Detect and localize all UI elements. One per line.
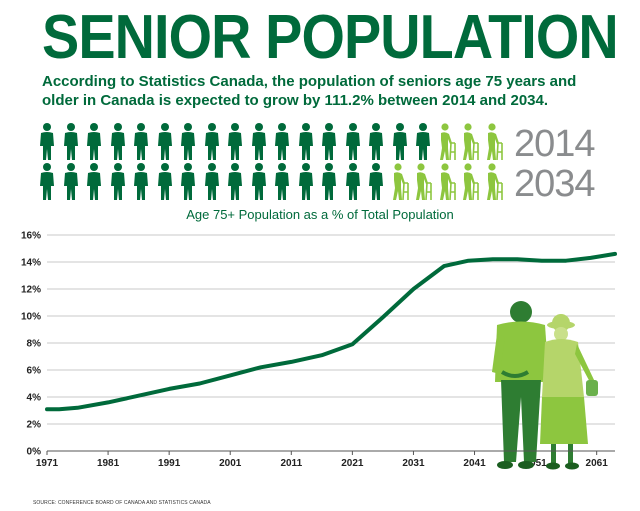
person-icon <box>181 163 195 200</box>
y-tick-label: 0% <box>27 447 42 458</box>
x-tick-label: 2041 <box>463 458 486 469</box>
person-icon <box>204 163 219 200</box>
y-tick-label: 12% <box>21 285 41 296</box>
person-icon <box>134 163 148 200</box>
senior-man-figure <box>492 301 549 469</box>
person-icon <box>345 163 360 200</box>
person-icon <box>275 123 289 160</box>
person-icon <box>369 163 383 200</box>
line-chart: 0% 2% 4% 6% 8% 10% 12% 14% 16% 1971 1981 1991 2001 2… <box>21 231 617 470</box>
page-subtitle: According to Statistics Canada, the popu… <box>42 73 577 109</box>
senior-person-icon <box>439 123 456 161</box>
senior-person-icon <box>439 163 456 201</box>
senior-woman-figure <box>540 314 598 470</box>
person-icon <box>134 123 148 160</box>
person-icon <box>40 163 54 200</box>
pictograph-row-2034 <box>38 162 518 206</box>
page-title: SENIOR POPULATION <box>42 3 619 72</box>
person-icon <box>40 123 54 160</box>
person-icon <box>345 123 360 160</box>
year-label-2014: 2014 <box>514 123 596 165</box>
y-axis-ticks: 0% 2% 4% 6% 8% 10% 12% 14% 16% <box>21 231 41 458</box>
senior-couple-illustration <box>492 301 598 470</box>
x-axis-ticks: 1971 1981 1991 2001 2011 2021 2031 2041 2051 2061 <box>36 451 608 469</box>
y-tick-label: 6% <box>27 366 42 377</box>
y-tick-label: 10% <box>21 312 41 323</box>
person-icon <box>298 123 313 160</box>
y-tick-label: 14% <box>21 258 41 269</box>
person-icon <box>110 163 125 200</box>
x-tick-label: 1991 <box>158 458 181 469</box>
x-tick-label: 2011 <box>280 458 302 469</box>
senior-person-icon <box>416 163 432 201</box>
source-note: SOURCE: CONFERENCE BOARD OF CANADA AND S… <box>33 500 211 506</box>
x-tick-label: 2001 <box>219 458 242 469</box>
y-tick-label: 8% <box>27 339 42 350</box>
y-tick-label: 16% <box>21 231 41 242</box>
person-icon <box>251 163 266 200</box>
senior-person-icon <box>463 163 479 201</box>
person-icon <box>181 123 195 160</box>
person-icon <box>392 123 407 160</box>
senior-person-icon <box>392 163 409 201</box>
person-icon <box>298 163 313 200</box>
person-icon <box>228 123 242 160</box>
x-tick-label: 1971 <box>36 458 59 469</box>
person-icon <box>157 123 172 160</box>
person-icon <box>416 123 430 160</box>
person-icon <box>228 163 242 200</box>
x-tick-label: 2031 <box>402 458 425 469</box>
person-icon <box>369 123 383 160</box>
senior-person-icon <box>486 123 503 161</box>
person-icon <box>322 163 336 200</box>
year-label-2034: 2034 <box>514 163 596 205</box>
x-tick-label: 2051 <box>524 458 547 469</box>
person-icon <box>87 163 101 200</box>
series-line <box>45 251 617 412</box>
x-tick-label: 2021 <box>341 458 364 469</box>
person-icon <box>110 123 125 160</box>
person-icon <box>157 163 172 200</box>
x-tick-label: 2061 <box>586 458 609 469</box>
senior-person-icon <box>463 123 479 161</box>
person-icon <box>63 163 78 200</box>
y-tick-label: 2% <box>27 420 42 431</box>
pictograph-row-2014 <box>38 122 518 166</box>
chart-title: Age 75+ Population as a % of Total Popul… <box>186 207 454 222</box>
person-icon <box>87 123 101 160</box>
x-tick-label: 1981 <box>97 458 120 469</box>
y-tick-label: 4% <box>27 393 42 404</box>
person-icon <box>275 163 289 200</box>
person-icon <box>322 123 336 160</box>
person-icon <box>63 123 78 160</box>
senior-person-icon <box>486 163 503 201</box>
person-icon <box>251 123 266 160</box>
person-icon <box>204 123 219 160</box>
